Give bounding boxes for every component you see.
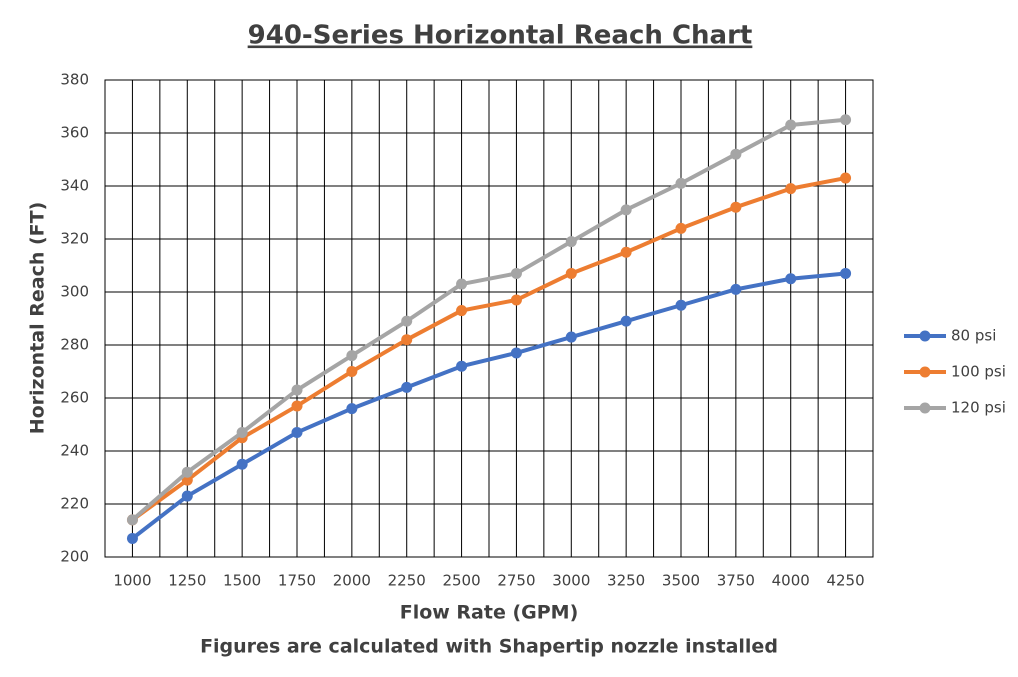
y-tick-label: 320 [60,230,89,248]
footnote: Figures are calculated with Shapertip no… [200,636,778,658]
plot-border [104,79,874,558]
data-point [620,204,632,216]
data-point [565,236,577,248]
data-point [236,458,248,470]
x-axis-title: Flow Rate (GPM) [400,602,579,624]
data-point [840,114,852,126]
data-point [291,426,303,438]
y-tick-label: 220 [60,495,89,513]
x-tick-label: 4250 [826,572,864,590]
y-axis-title: Horizontal Reach (FT) [27,202,49,435]
data-point [291,384,303,396]
legend-marker [919,330,931,342]
legend-marker [919,366,931,378]
series-line [131,271,846,541]
data-point [401,381,413,393]
data-point [785,183,797,195]
x-tick-label: 3250 [607,572,645,590]
data-point [565,267,577,279]
legend-label: 100 psi [951,363,1006,381]
data-point [510,347,522,359]
data-point [401,334,413,346]
series-line [131,176,846,522]
data-point [456,305,468,317]
y-tick-label: 380 [60,71,89,89]
x-tick-label: 3750 [717,572,755,590]
x-tick-label: 2750 [497,572,535,590]
y-tick-label: 340 [60,177,89,195]
data-point [291,400,303,412]
x-tick-label: 2500 [442,572,480,590]
data-point [126,532,138,544]
y-tick-label: 240 [60,442,89,460]
data-point [675,299,687,311]
data-point [510,267,522,279]
data-point [565,331,577,343]
data-point [620,246,632,258]
data-point [181,490,193,502]
data-point [730,148,742,160]
chart-title: 940-Series Horizontal Reach Chart [248,21,753,51]
data-point [675,222,687,234]
x-tick-label: 1500 [223,572,261,590]
data-point [785,273,797,285]
x-tick-label: 2250 [388,572,426,590]
y-tick-label: 300 [60,283,89,301]
x-tick-label: 4000 [772,572,810,590]
data-point [181,474,193,486]
data-point [840,172,852,184]
x-tick-label: 3000 [552,572,590,590]
legend-label: 120 psi [951,399,1006,417]
data-point [181,466,193,478]
data-point [675,177,687,189]
y-tick-label: 360 [60,124,89,142]
x-tick-label: 1750 [278,572,316,590]
x-tick-label: 1000 [113,572,151,590]
data-point [730,201,742,213]
data-point [236,426,248,438]
data-point [401,315,413,327]
data-point [785,119,797,131]
y-tick-label: 200 [60,548,89,566]
data-point [126,514,138,526]
data-point [840,267,852,279]
data-point [456,360,468,372]
y-tick-label: 280 [60,336,89,354]
y-tick-label: 260 [60,389,89,407]
legend-label: 80 psi [951,327,996,345]
legend-marker [919,402,931,414]
data-point [456,278,468,290]
data-point [620,315,632,327]
data-point [346,350,358,362]
data-point [346,403,358,415]
data-point [730,283,742,295]
data-point [346,366,358,377]
data-point [510,294,522,306]
x-tick-label: 1250 [168,572,206,590]
x-tick-label: 3500 [662,572,700,590]
series-line [131,117,846,522]
x-tick-label: 2000 [333,572,371,590]
